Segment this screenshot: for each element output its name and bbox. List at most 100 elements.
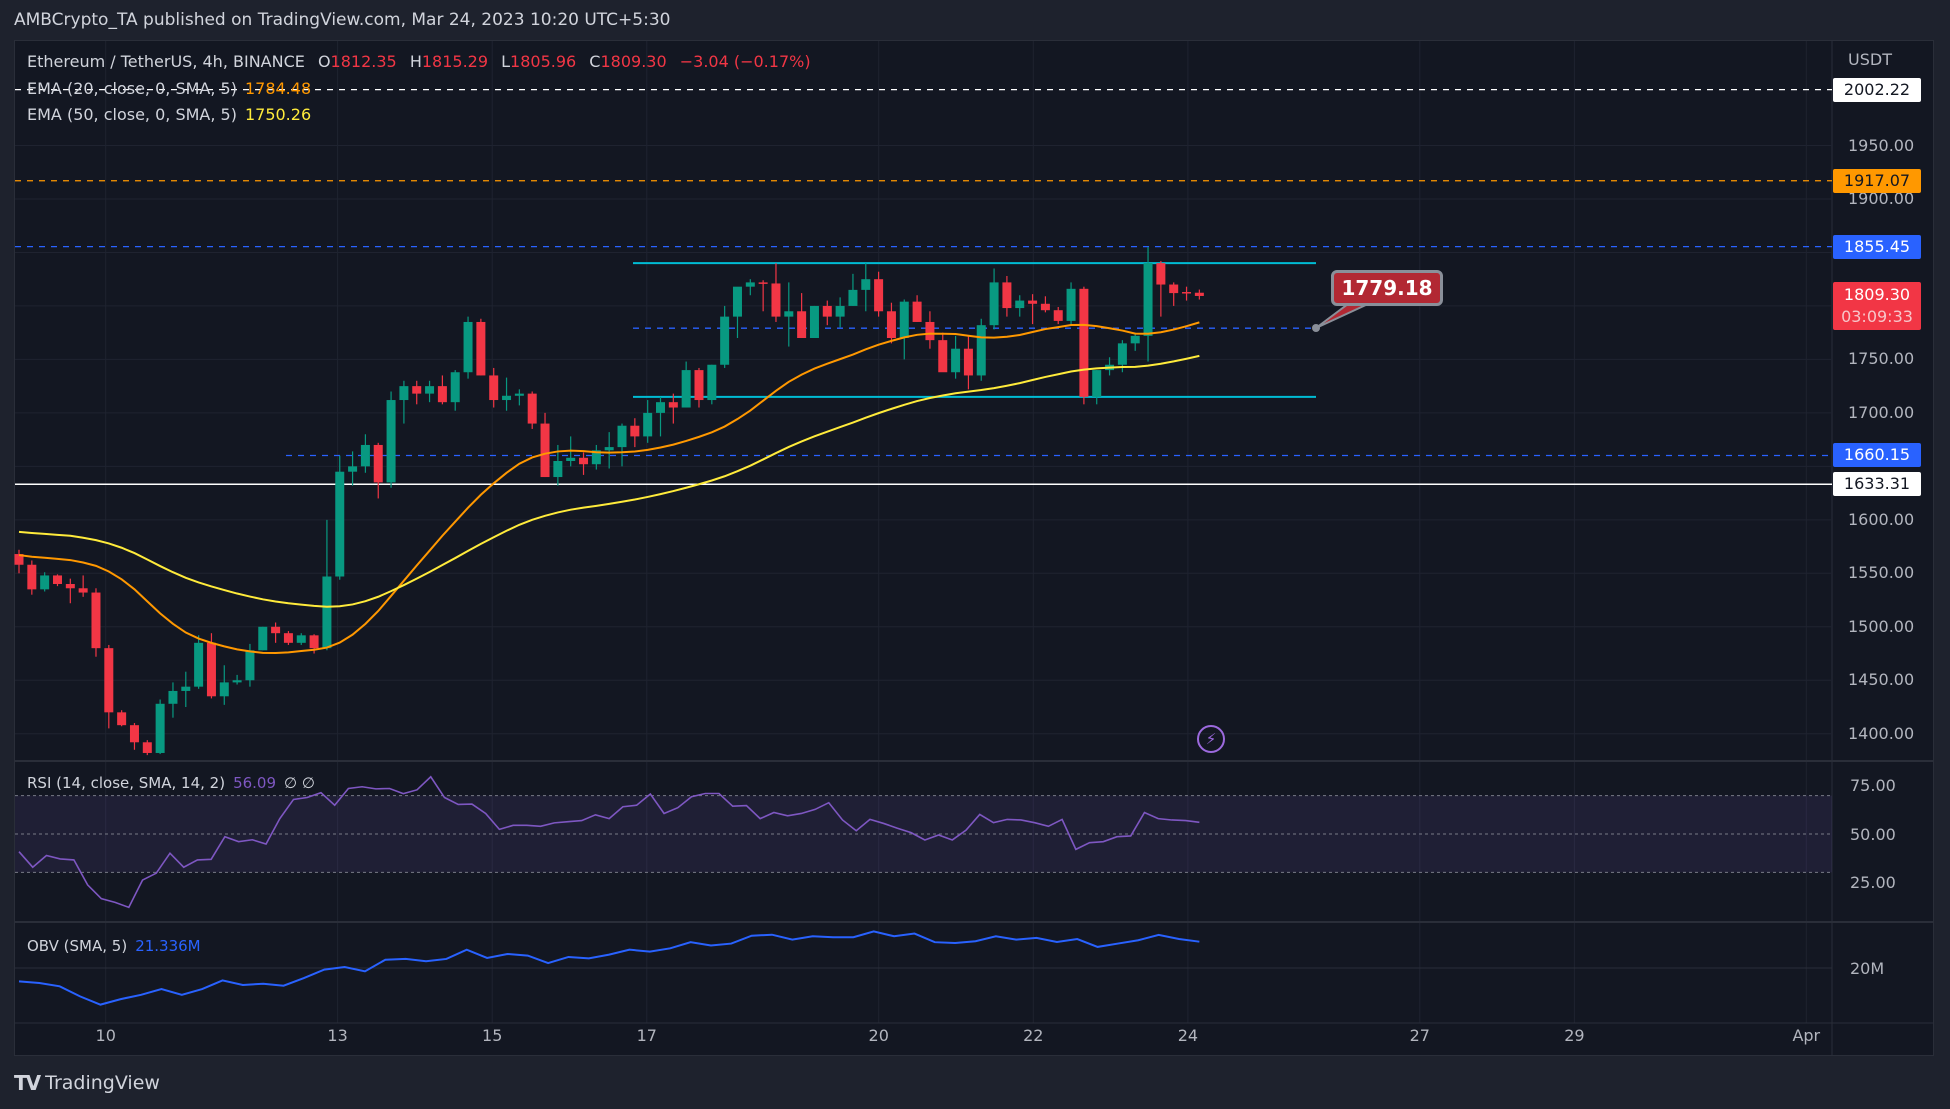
change-value: −3.04 (−0.17%)	[679, 52, 811, 71]
candle-body	[1053, 310, 1063, 321]
candle-body	[963, 348, 973, 376]
time-tick: 15	[482, 1026, 503, 1045]
price-callout[interactable]: 1779.18	[1331, 270, 1443, 306]
rsi-tick: 50.00	[1850, 825, 1896, 844]
time-tick: 22	[1023, 1026, 1044, 1045]
time-tick: Apr	[1792, 1026, 1821, 1045]
candle-body	[373, 444, 383, 483]
price-tick: 1550.00	[1848, 563, 1915, 583]
candle-body	[1066, 288, 1076, 321]
price-tag-1917: 1917.07	[1833, 169, 1921, 193]
candle-body	[245, 650, 255, 681]
low-label: L	[501, 52, 511, 71]
candle-body	[745, 282, 755, 287]
candle-body	[219, 682, 229, 697]
candle-body	[617, 425, 627, 448]
candle-body	[386, 400, 396, 483]
candle-body	[412, 386, 422, 394]
candle-body	[1169, 284, 1179, 294]
logo-text: TradingView	[45, 1072, 160, 1094]
candle-body	[566, 457, 576, 462]
candle-body	[643, 412, 653, 437]
candle-body	[1130, 335, 1140, 344]
candle-body	[360, 444, 370, 467]
candle-body	[399, 386, 409, 401]
ema20-legend[interactable]: EMA (20, close, 0, SMA, 5) 1784.48	[27, 79, 319, 98]
ema50-line	[18, 354, 1200, 608]
rsi-tick: 25.00	[1850, 873, 1896, 892]
candle-body	[1143, 263, 1153, 336]
candle-body	[951, 348, 961, 373]
candle-body	[104, 648, 114, 713]
candle-body	[1079, 288, 1089, 397]
open-label: O	[317, 52, 331, 71]
price-tag-1855: 1855.45	[1833, 235, 1921, 259]
candle-body	[502, 395, 512, 401]
time-tick: 10	[95, 1026, 116, 1045]
price-tick: 1400.00	[1848, 723, 1915, 743]
candle-body	[579, 457, 589, 465]
candle-body	[656, 402, 665, 413]
symbol-name[interactable]: Ethereum / TetherUS, 4h, BINANCE	[27, 52, 305, 71]
high-value: 1815.29	[421, 52, 489, 71]
chart-panel[interactable]	[14, 40, 1934, 1056]
candle-body	[296, 635, 306, 643]
publisher-caption: AMBCrypto_TA published on TradingView.co…	[14, 10, 671, 30]
tradingview-logo[interactable]: TV TradingView	[14, 1071, 160, 1095]
candle-body	[1040, 303, 1050, 311]
candle-body	[514, 393, 524, 396]
candle-body	[784, 311, 794, 317]
candle-body	[912, 301, 922, 322]
candle-body	[1002, 282, 1012, 309]
candle-body	[40, 575, 50, 590]
candle-body	[425, 386, 435, 394]
candle-body	[989, 282, 999, 326]
ema50-value: 1750.26	[244, 105, 312, 124]
obv-legend[interactable]: OBV (SMA, 5) 21.336M	[27, 937, 209, 955]
candle-body	[168, 690, 178, 704]
rsi-legend[interactable]: RSI (14, close, SMA, 14, 2) 56.09 ∅ ∅	[27, 774, 323, 792]
candle-body	[848, 289, 858, 306]
candle-body	[1194, 292, 1204, 296]
current-price-tag: 1809.30 03:09:33	[1833, 282, 1921, 330]
ema50-legend[interactable]: EMA (50, close, 0, SMA, 5) 1750.26	[27, 105, 319, 124]
lightning-icon[interactable]: ⚡	[1197, 725, 1225, 753]
time-tick: 24	[1177, 1026, 1199, 1045]
candle-body	[899, 301, 909, 339]
candle-body	[476, 321, 486, 376]
candle-body	[322, 576, 332, 649]
candle-body	[181, 686, 191, 691]
candle-body	[142, 742, 152, 753]
candle-body	[591, 450, 601, 465]
price-tick: 1950.00	[1848, 135, 1915, 155]
candle-body	[489, 375, 499, 401]
close-label: C	[589, 52, 601, 71]
candle-body	[1182, 292, 1192, 294]
candle-body	[206, 642, 216, 697]
currency-label[interactable]: USDT	[1848, 50, 1892, 69]
time-tick: 13	[327, 1026, 348, 1045]
candle-body	[938, 340, 948, 373]
candle-body	[681, 370, 691, 408]
high-label: H	[409, 52, 422, 71]
candle-body	[52, 575, 62, 584]
candle-body	[822, 305, 832, 317]
candle-body	[194, 642, 204, 687]
candle-body	[797, 311, 807, 339]
candle-body	[91, 592, 101, 649]
rsi-line	[18, 775, 1200, 909]
candle-body	[925, 321, 935, 341]
candle-body	[540, 423, 550, 478]
price-tick: 1900.00	[1848, 188, 1915, 208]
obv-line	[18, 930, 1200, 1006]
ema20-value: 1784.48	[244, 79, 312, 98]
candle-body	[309, 635, 319, 649]
close-value: 1809.30	[600, 52, 667, 71]
ema20-label: EMA (20, close, 0, SMA, 5)	[27, 79, 237, 98]
price-tick: 1500.00	[1848, 616, 1915, 636]
candle-body	[78, 588, 88, 593]
price-tag-1633: 1633.31	[1833, 472, 1921, 496]
candle-body	[976, 325, 986, 376]
callout-pointer	[1315, 303, 1369, 329]
